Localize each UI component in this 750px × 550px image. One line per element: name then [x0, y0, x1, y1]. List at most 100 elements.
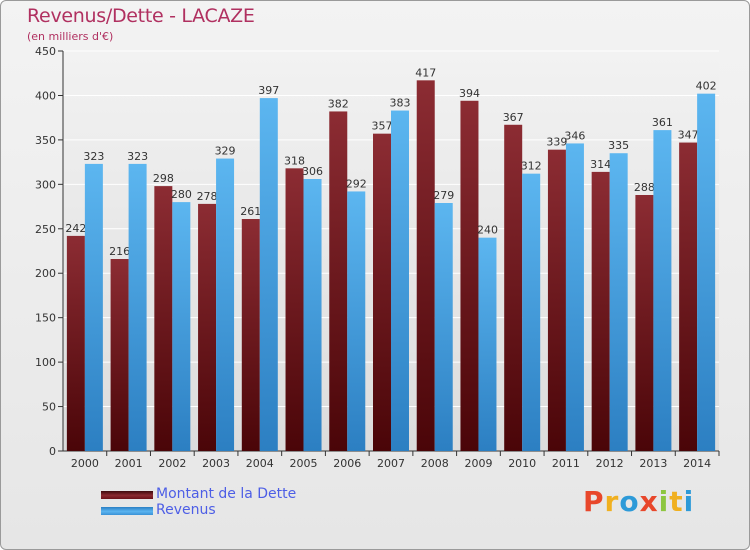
- bar-dette: [198, 203, 217, 451]
- bar-revenus: [347, 191, 366, 451]
- y-tick-label: 250: [35, 223, 56, 236]
- bar-revenus: [391, 110, 409, 452]
- bar-dette: [329, 111, 348, 451]
- x-tick-label: 2002: [158, 457, 186, 470]
- bar-revenus: [522, 173, 541, 451]
- data-label-dette: 288: [634, 181, 655, 194]
- data-label-revenus: 240: [477, 224, 498, 237]
- x-tick-label: 2009: [464, 457, 492, 470]
- x-tick-label: 2006: [333, 457, 361, 470]
- data-label-revenus: 323: [83, 150, 104, 163]
- data-label-revenus: 383: [390, 97, 411, 110]
- legend-swatch-revenus: [101, 507, 153, 515]
- legend-label-revenus: Revenus: [156, 502, 216, 518]
- bar-dette: [66, 235, 85, 451]
- bar-dette: [416, 80, 435, 451]
- bar-revenus: [84, 163, 103, 451]
- legend-swatch-dette: [101, 491, 153, 499]
- bar-revenus: [259, 98, 278, 451]
- data-label-dette: 367: [503, 111, 524, 124]
- data-label-dette: 339: [546, 136, 567, 149]
- logo-letter: i: [683, 485, 695, 518]
- y-tick-label: 350: [35, 134, 56, 147]
- bar-dette: [241, 219, 260, 451]
- bar-dette: [460, 100, 479, 452]
- data-label-revenus: 397: [258, 84, 279, 97]
- bar-revenus: [303, 179, 322, 451]
- y-tick-label: 150: [35, 312, 56, 325]
- x-tick-label: 2007: [377, 457, 405, 470]
- data-label-dette: 261: [240, 205, 261, 218]
- y-tick-label: 0: [49, 445, 56, 458]
- bar-dette: [547, 149, 566, 451]
- data-label-dette: 242: [65, 222, 86, 235]
- data-label-dette: 298: [153, 172, 174, 185]
- legend-label-dette: Montant de la Dette: [156, 486, 297, 502]
- x-tick-label: 2011: [552, 457, 580, 470]
- bar-revenus: [653, 130, 672, 451]
- bar-dette: [504, 124, 523, 452]
- proxiti-logo: Proxiti: [583, 485, 694, 518]
- data-label-dette: 347: [678, 129, 699, 142]
- x-tick-label: 2012: [596, 457, 624, 470]
- data-label-revenus: 306: [302, 165, 323, 178]
- logo-letter: i: [658, 485, 670, 518]
- data-label-revenus: 361: [652, 116, 673, 129]
- bar-revenus: [216, 158, 235, 452]
- bar-revenus: [697, 93, 716, 452]
- x-tick-label: 2000: [71, 457, 99, 470]
- x-tick-label: 2004: [246, 457, 274, 470]
- data-label-dette: 314: [590, 158, 611, 171]
- x-tick-label: 2010: [508, 457, 536, 470]
- data-label-dette: 278: [197, 190, 218, 203]
- bar-dette: [591, 171, 610, 451]
- x-tick-label: 2008: [421, 457, 449, 470]
- bar-dette: [373, 133, 391, 451]
- data-label-revenus: 279: [433, 189, 454, 202]
- bar-revenus: [128, 163, 147, 451]
- x-tick-label: 2001: [115, 457, 143, 470]
- bar-revenus: [609, 153, 628, 451]
- data-label-dette: 417: [415, 66, 436, 79]
- data-label-revenus: 346: [564, 129, 585, 142]
- x-tick-label: 2005: [290, 457, 318, 470]
- logo-letter: P: [583, 485, 605, 518]
- bar-revenus: [478, 237, 497, 451]
- bar-revenus: [172, 202, 191, 451]
- data-label-dette: 216: [109, 245, 130, 258]
- bar-dette: [285, 168, 304, 452]
- data-label-dette: 394: [459, 87, 480, 100]
- bar-dette: [679, 142, 698, 452]
- bar-revenus: [434, 203, 453, 451]
- data-label-revenus: 323: [127, 150, 148, 163]
- x-tick-label: 2003: [202, 457, 230, 470]
- data-label-revenus: 312: [521, 160, 542, 173]
- data-label-dette: 382: [328, 97, 349, 110]
- y-tick-label: 200: [35, 267, 56, 280]
- y-tick-label: 400: [35, 89, 56, 102]
- logo-letter: r: [604, 485, 620, 518]
- data-label-revenus: 280: [171, 188, 192, 201]
- chart-subtitle: (en milliers d'€): [27, 30, 114, 43]
- logo-letter: x: [639, 485, 659, 518]
- bar-dette: [154, 186, 173, 451]
- logo-letter: o: [619, 485, 640, 518]
- bar-revenus: [565, 143, 584, 451]
- y-tick-label: 450: [35, 45, 56, 58]
- chart-title: Revenus/Dette - LACAZE: [27, 5, 255, 27]
- data-label-revenus: 329: [215, 145, 236, 158]
- data-label-dette: 357: [372, 120, 393, 133]
- bar-dette: [110, 259, 129, 451]
- data-label-revenus: 292: [346, 177, 367, 190]
- logo-letter: t: [669, 485, 684, 518]
- data-label-revenus: 335: [608, 139, 629, 152]
- data-label-revenus: 402: [696, 80, 717, 93]
- x-tick-label: 2013: [639, 457, 667, 470]
- x-tick-label: 2014: [683, 457, 711, 470]
- y-tick-label: 50: [42, 401, 56, 414]
- data-label-dette: 318: [284, 154, 305, 167]
- y-tick-label: 100: [35, 356, 56, 369]
- y-tick-label: 300: [35, 178, 56, 191]
